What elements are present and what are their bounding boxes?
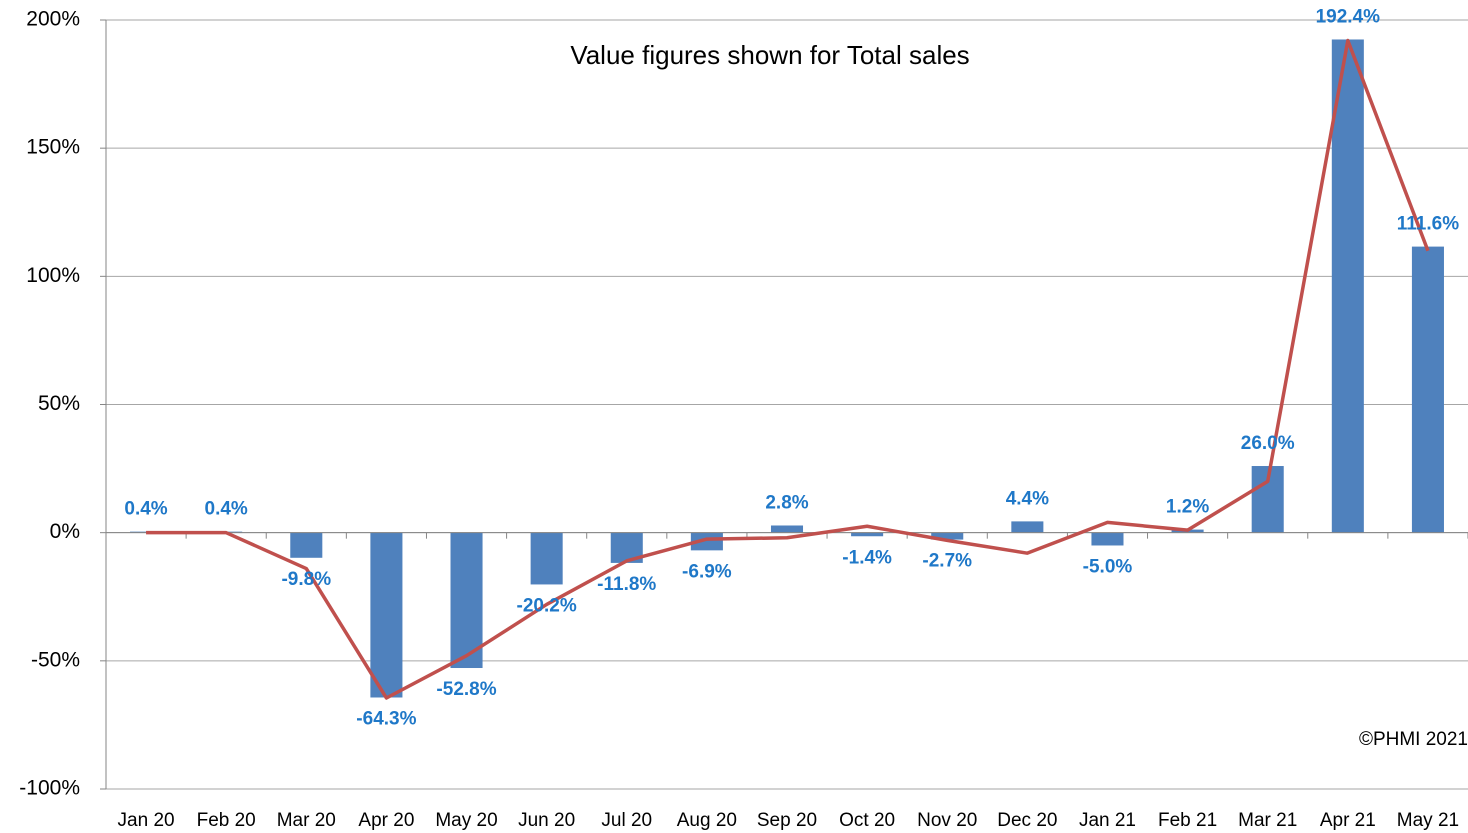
bar bbox=[530, 532, 563, 585]
data-label: 0.4% bbox=[124, 499, 167, 520]
data-label: 1.2% bbox=[1166, 497, 1209, 518]
bar bbox=[770, 525, 804, 533]
data-label: 111.6% bbox=[1397, 214, 1459, 235]
y-tick-label: 0% bbox=[50, 520, 80, 543]
x-tick-label: Mar 21 bbox=[1238, 810, 1297, 831]
bar bbox=[690, 532, 723, 551]
bar bbox=[370, 532, 403, 698]
bar bbox=[450, 532, 483, 669]
x-tick-label: Jan 20 bbox=[118, 810, 175, 831]
bar bbox=[1331, 39, 1364, 533]
x-tick-label: Sep 20 bbox=[757, 810, 817, 831]
bar bbox=[290, 532, 323, 558]
data-label: 0.4% bbox=[205, 499, 248, 520]
data-label: 192.4% bbox=[1316, 6, 1381, 27]
line bbox=[146, 38, 1430, 700]
copyright: ©PHMI 2021 bbox=[1359, 729, 1468, 750]
data-label: -20.2% bbox=[517, 595, 577, 616]
x-tick-label: May 20 bbox=[435, 810, 497, 831]
bar bbox=[1091, 532, 1124, 546]
x-tick-label: Apr 21 bbox=[1320, 810, 1376, 831]
data-label: -6.9% bbox=[682, 561, 732, 582]
data-label: -52.8% bbox=[436, 679, 496, 700]
x-tick-label: Aug 20 bbox=[677, 810, 737, 831]
x-tick-label: Apr 20 bbox=[358, 810, 414, 831]
data-label: -1.4% bbox=[842, 547, 892, 568]
data-label: 2.8% bbox=[765, 493, 808, 514]
y-tick-label: 100% bbox=[26, 264, 80, 287]
x-tick-label: Nov 20 bbox=[917, 810, 977, 831]
annotation: Value figures shown for Total sales bbox=[570, 40, 969, 70]
x-tick-label: Feb 20 bbox=[197, 810, 256, 831]
bar bbox=[1411, 246, 1444, 533]
x-tick-label: Mar 20 bbox=[277, 810, 336, 831]
y-tick-label: 200% bbox=[26, 8, 80, 31]
x-tick-label: Dec 20 bbox=[997, 810, 1057, 831]
y-tick-label: 150% bbox=[26, 136, 80, 159]
bar bbox=[1011, 521, 1044, 533]
x-tick-label: May 21 bbox=[1397, 810, 1459, 831]
data-label: -64.3% bbox=[356, 709, 416, 730]
x-tick-label: Oct 20 bbox=[839, 810, 895, 831]
y-tick-label: -100% bbox=[19, 777, 80, 800]
data-label: -9.8% bbox=[281, 569, 331, 590]
x-tick-label: Feb 21 bbox=[1158, 810, 1217, 831]
x-tick-label: Jan 21 bbox=[1079, 810, 1136, 831]
data-label: 26.0% bbox=[1241, 433, 1295, 454]
data-label: -11.8% bbox=[597, 574, 656, 595]
data-label: -5.0% bbox=[1083, 556, 1133, 577]
x-tick-label: Jun 20 bbox=[518, 810, 575, 831]
bar bbox=[931, 532, 964, 540]
bar bbox=[851, 532, 884, 537]
y-tick-label: 50% bbox=[38, 392, 80, 415]
y-tick-label: -50% bbox=[31, 648, 80, 671]
x-tick-label: Jul 20 bbox=[601, 810, 652, 831]
data-label: -2.7% bbox=[922, 551, 972, 572]
data-label: 4.4% bbox=[1006, 488, 1049, 509]
